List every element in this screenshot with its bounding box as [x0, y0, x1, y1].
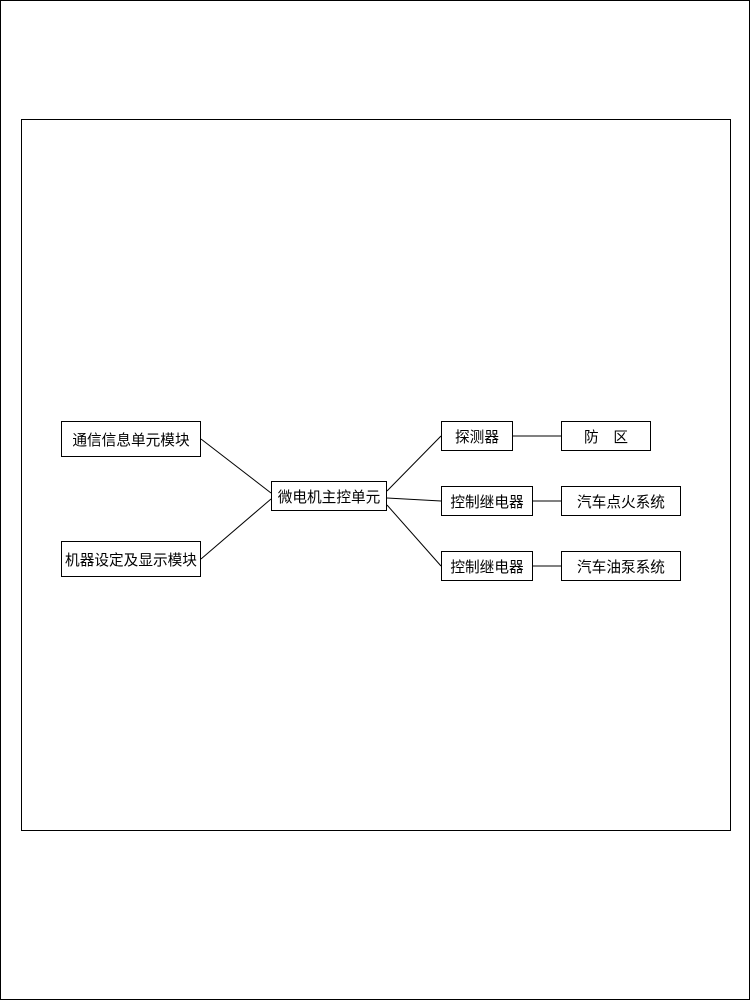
node-comm-label: 通信信息单元模块: [72, 429, 189, 450]
inner-frame: [21, 119, 731, 831]
node-mcu-label: 微电机主控单元: [278, 486, 381, 507]
node-pump-label: 汽车油泵系统: [577, 556, 665, 577]
node-pump: 汽车油泵系统: [561, 551, 681, 581]
node-settings: 机器设定及显示模块: [61, 541, 201, 577]
node-relay2-label: 控制继电器: [450, 556, 523, 577]
node-detector: 探测器: [441, 421, 513, 451]
node-relay2: 控制继电器: [441, 551, 533, 581]
node-relay1: 控制继电器: [441, 486, 533, 516]
node-zone: 防 区: [561, 421, 651, 451]
node-ignition: 汽车点火系统: [561, 486, 681, 516]
node-settings-label: 机器设定及显示模块: [65, 549, 197, 570]
node-comm: 通信信息单元模块: [61, 421, 201, 457]
node-ignition-label: 汽车点火系统: [577, 491, 665, 512]
node-relay1-label: 控制继电器: [450, 491, 523, 512]
node-zone-label: 防 区: [584, 426, 628, 447]
diagram-canvas: 通信信息单元模块 机器设定及显示模块 微电机主控单元 探测器 防 区 控制继电器…: [0, 0, 750, 1000]
node-detector-label: 探测器: [455, 426, 499, 447]
node-mcu: 微电机主控单元: [271, 481, 387, 511]
